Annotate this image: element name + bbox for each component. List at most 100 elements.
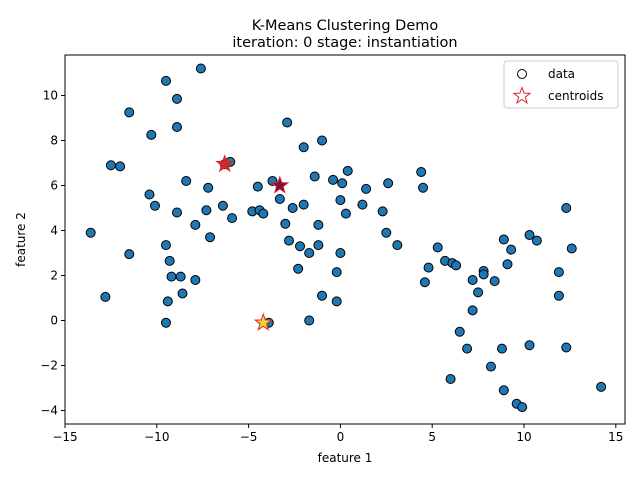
y-tick-label: 10 — [43, 89, 58, 103]
data-point — [468, 306, 477, 315]
data-point — [202, 206, 211, 215]
data-point — [147, 130, 156, 139]
data-points — [86, 64, 605, 412]
scatter-chart: K-Means Clustering Demo iteration: 0 sta… — [0, 0, 640, 480]
data-point — [125, 108, 134, 117]
data-point — [497, 344, 506, 353]
data-point — [206, 233, 215, 242]
data-point — [191, 276, 200, 285]
data-point — [125, 250, 134, 259]
x-axis-ticks: −15 −10 −5 0 5 10 15 — [52, 424, 623, 444]
data-point — [318, 136, 327, 145]
x-axis-label: feature 1 — [318, 451, 373, 465]
data-point — [554, 268, 563, 277]
data-point — [518, 403, 527, 412]
data-point — [288, 204, 297, 213]
data-point — [176, 272, 185, 281]
y-tick-label: 4 — [50, 224, 58, 238]
y-tick-label: −2 — [40, 359, 58, 373]
data-point — [424, 263, 433, 272]
data-point — [318, 291, 327, 300]
legend: data centroids — [504, 61, 618, 108]
data-point — [358, 200, 367, 209]
data-point — [479, 270, 488, 279]
data-point — [503, 260, 512, 269]
data-point — [507, 245, 516, 254]
data-point — [165, 256, 174, 265]
data-point — [173, 123, 182, 132]
data-point — [384, 179, 393, 188]
data-point — [393, 241, 402, 250]
data-point — [332, 297, 341, 306]
data-point — [275, 195, 284, 204]
data-point — [294, 264, 303, 273]
data-point — [191, 220, 200, 229]
data-point — [228, 214, 237, 223]
data-point — [468, 276, 477, 285]
data-point — [299, 200, 308, 209]
data-point — [218, 201, 227, 210]
data-point — [283, 118, 292, 127]
data-point — [455, 327, 464, 336]
data-point — [329, 175, 338, 184]
data-point — [474, 288, 483, 297]
x-tick-label: −5 — [240, 430, 258, 444]
y-tick-label: 6 — [50, 179, 58, 193]
data-point — [259, 209, 268, 218]
data-point — [525, 341, 534, 350]
data-point — [417, 168, 426, 177]
data-point — [196, 64, 205, 73]
data-point — [204, 183, 213, 192]
data-point — [419, 183, 428, 192]
x-tick-label: −15 — [52, 430, 77, 444]
data-point — [341, 209, 350, 218]
data-point — [332, 268, 341, 277]
chart-subtitle: iteration: 0 stage: instantiation — [232, 35, 457, 51]
data-point — [310, 172, 319, 181]
data-point — [173, 208, 182, 217]
data-point — [362, 184, 371, 193]
data-point — [343, 166, 352, 175]
y-tick-label: 8 — [50, 134, 58, 148]
data-point — [420, 278, 429, 287]
data-point — [150, 201, 159, 210]
data-point — [562, 343, 571, 352]
data-point — [305, 249, 314, 258]
data-point — [338, 179, 347, 188]
data-point — [490, 277, 499, 286]
x-tick-label: 15 — [608, 430, 623, 444]
data-point — [253, 182, 262, 191]
y-tick-label: 0 — [50, 314, 58, 328]
data-point — [446, 375, 455, 384]
data-point — [116, 162, 125, 171]
data-point — [296, 242, 305, 251]
data-point — [452, 261, 461, 270]
data-point — [567, 244, 576, 253]
data-point — [463, 344, 472, 353]
data-point — [285, 236, 294, 245]
data-point — [378, 207, 387, 216]
data-point — [101, 292, 110, 301]
data-point — [499, 386, 508, 395]
data-point — [145, 190, 154, 199]
data-point — [597, 382, 606, 391]
data-point — [554, 291, 563, 300]
data-point — [163, 297, 172, 306]
x-tick-label: 0 — [337, 430, 345, 444]
data-point — [433, 243, 442, 252]
data-point — [106, 161, 115, 170]
legend-centroid-label: centroids — [548, 89, 604, 103]
data-point — [178, 289, 187, 298]
chart-title: K-Means Clustering Demo — [252, 18, 439, 34]
data-point — [532, 236, 541, 245]
data-point — [182, 177, 191, 186]
data-point — [499, 235, 508, 244]
y-tick-label: 2 — [50, 269, 58, 283]
data-point — [161, 76, 170, 85]
data-point — [167, 272, 176, 281]
data-point — [305, 316, 314, 325]
y-tick-label: −4 — [40, 404, 58, 418]
data-point — [299, 143, 308, 152]
y-axis-label: feature 2 — [14, 212, 28, 267]
data-point — [562, 204, 571, 213]
